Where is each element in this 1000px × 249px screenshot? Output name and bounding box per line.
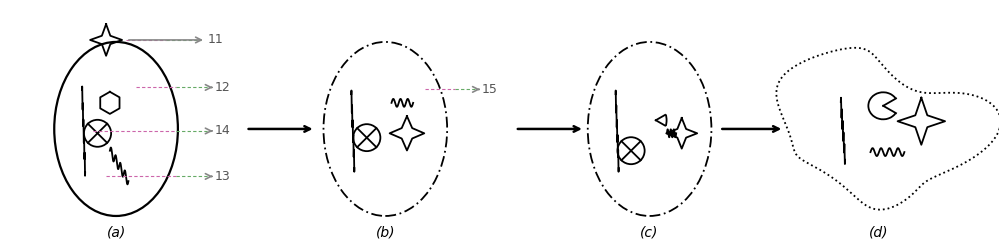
Text: (d): (d) [869, 226, 889, 240]
Text: 12: 12 [215, 81, 231, 94]
Text: (c): (c) [640, 226, 659, 240]
Text: (a): (a) [106, 226, 126, 240]
Text: 15: 15 [482, 83, 498, 96]
Text: (b): (b) [376, 226, 395, 240]
Text: 14: 14 [215, 124, 231, 137]
Text: 13: 13 [215, 170, 231, 183]
Text: 11: 11 [208, 33, 224, 47]
